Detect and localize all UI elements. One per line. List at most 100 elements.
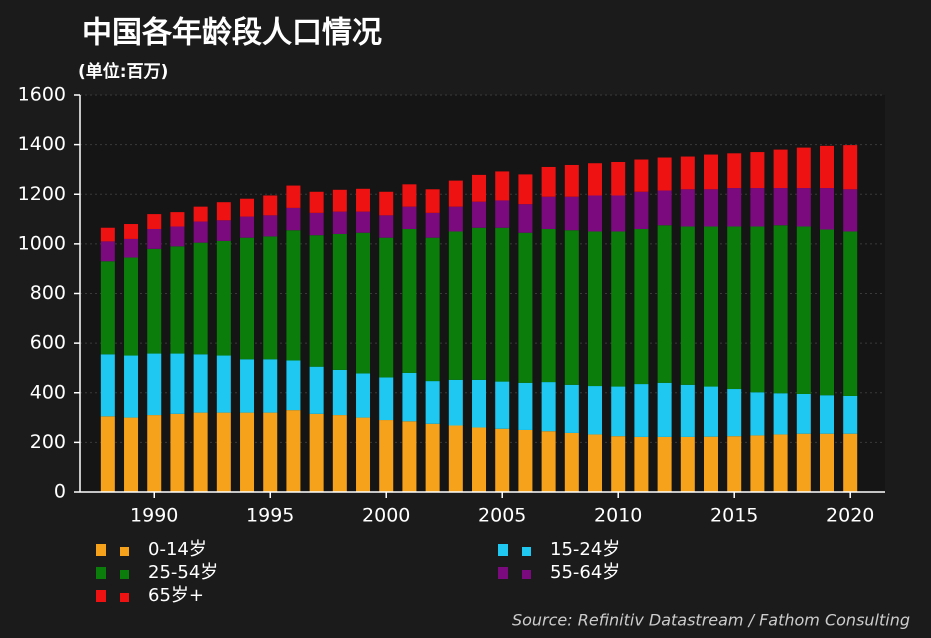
bar-segment bbox=[495, 428, 510, 492]
bar-segment bbox=[356, 232, 371, 374]
bar-segment bbox=[147, 248, 162, 354]
bar-segment bbox=[564, 164, 579, 197]
bar-segment bbox=[472, 201, 487, 228]
bar-segment bbox=[240, 198, 255, 217]
bar-segment bbox=[286, 185, 301, 208]
bar-segment bbox=[588, 163, 603, 196]
legend-swatch bbox=[120, 570, 129, 579]
bar-segment bbox=[448, 379, 463, 426]
bar-segment bbox=[564, 196, 579, 231]
bar-segment bbox=[564, 384, 579, 433]
bar-segment bbox=[472, 379, 487, 428]
bar-segment bbox=[820, 433, 835, 492]
bar-segment bbox=[425, 423, 440, 492]
legend-swatch bbox=[120, 593, 129, 602]
bar-segment bbox=[750, 152, 765, 189]
bar-segment bbox=[820, 229, 835, 396]
bar-segment bbox=[193, 354, 208, 413]
bar-segment bbox=[402, 228, 417, 373]
bar-segment bbox=[263, 412, 278, 492]
y-tick-label: 1600 bbox=[18, 84, 66, 106]
bar-segment bbox=[472, 227, 487, 380]
bar-segment bbox=[518, 429, 533, 492]
bar-segment bbox=[332, 189, 347, 212]
legend-swatch bbox=[96, 567, 106, 579]
bar-segment bbox=[448, 206, 463, 232]
bar-segment bbox=[657, 436, 672, 492]
bar-segment bbox=[263, 195, 278, 216]
bar-segment bbox=[286, 207, 301, 231]
bar-segment bbox=[240, 412, 255, 492]
source: Source: Refinitiv Datastream / Fathom Co… bbox=[512, 611, 910, 630]
bar-segment bbox=[240, 237, 255, 360]
bar-segment bbox=[495, 200, 510, 228]
chart-title: 中国各年龄段人口情况 bbox=[82, 16, 382, 51]
bar-segment bbox=[193, 242, 208, 355]
bar-segment bbox=[820, 395, 835, 434]
bar-segment bbox=[541, 431, 556, 492]
bar-segment bbox=[124, 224, 139, 239]
bar-segment bbox=[750, 392, 765, 436]
bar-segment bbox=[170, 353, 185, 414]
bar-segment bbox=[425, 381, 440, 424]
bar-segment bbox=[727, 389, 742, 437]
bar-segment bbox=[634, 384, 649, 437]
bar-segment bbox=[657, 157, 672, 191]
x-tick-label: 2005 bbox=[478, 505, 526, 527]
bar-segment bbox=[518, 382, 533, 430]
bar-segment bbox=[750, 226, 765, 393]
legend-label: 25-54岁 bbox=[148, 562, 218, 583]
bar-segment bbox=[356, 417, 371, 492]
bar-segment bbox=[356, 373, 371, 418]
bar-segment bbox=[425, 212, 440, 238]
bar-segment bbox=[588, 434, 603, 492]
bar-segment bbox=[216, 220, 231, 241]
bar-segment bbox=[216, 202, 231, 221]
y-tick-label: 800 bbox=[30, 282, 66, 304]
bar-segment bbox=[727, 188, 742, 227]
legend-swatch bbox=[498, 567, 508, 579]
x-tick-label: 2015 bbox=[710, 505, 758, 527]
legend-swatch bbox=[522, 547, 531, 556]
bar-segment bbox=[680, 226, 695, 385]
bar-segment bbox=[843, 231, 858, 396]
bar-segment bbox=[704, 386, 719, 437]
bar-segment bbox=[541, 166, 556, 197]
bar-segment bbox=[611, 436, 626, 492]
bar-segment bbox=[611, 231, 626, 387]
bar-segment bbox=[472, 174, 487, 202]
bar-segment bbox=[425, 237, 440, 382]
bar-segment bbox=[727, 436, 742, 492]
bar-segment bbox=[263, 236, 278, 360]
bar-segment bbox=[611, 195, 626, 232]
bar-segment bbox=[796, 147, 811, 189]
bar-segment bbox=[773, 149, 788, 189]
y-tick-label: 600 bbox=[30, 332, 66, 354]
bar-segment bbox=[263, 215, 278, 237]
bar-segment bbox=[820, 145, 835, 189]
bar-segment bbox=[588, 231, 603, 387]
bar-segment bbox=[402, 372, 417, 422]
bar-segment bbox=[240, 216, 255, 238]
bar-segment bbox=[495, 227, 510, 382]
bar-segment bbox=[309, 366, 324, 414]
bar-segment bbox=[518, 232, 533, 383]
bar-segment bbox=[472, 427, 487, 492]
bar-segment bbox=[448, 180, 463, 207]
bar-segment bbox=[402, 206, 417, 229]
bar-segment bbox=[541, 228, 556, 383]
bar-segment bbox=[100, 416, 115, 492]
bar-segment bbox=[495, 381, 510, 429]
chart-subtitle: (单位:百万) bbox=[78, 61, 168, 82]
bar-segment bbox=[170, 226, 185, 247]
bar-segment bbox=[657, 190, 672, 226]
bar-segment bbox=[843, 433, 858, 492]
bar-segment bbox=[170, 212, 185, 227]
bar-segment bbox=[193, 206, 208, 222]
bar-segment bbox=[843, 395, 858, 434]
bar-segment bbox=[240, 359, 255, 413]
bar-segment bbox=[379, 215, 394, 238]
bar-segment bbox=[541, 196, 556, 229]
bar-segment bbox=[541, 382, 556, 432]
